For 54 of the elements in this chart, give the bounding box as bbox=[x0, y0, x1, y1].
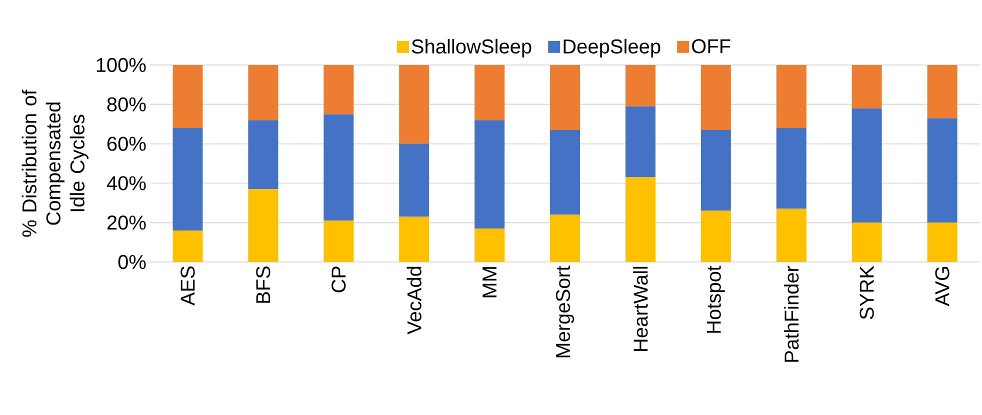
y-tick-label: 100% bbox=[96, 58, 146, 72]
bar bbox=[550, 65, 580, 130]
bar bbox=[399, 144, 430, 217]
bar bbox=[700, 130, 731, 211]
x-tick-label: AES bbox=[180, 266, 195, 306]
bar bbox=[625, 177, 656, 262]
bar bbox=[550, 214, 580, 262]
y-tick-label: 20% bbox=[107, 216, 146, 230]
bar bbox=[776, 128, 806, 209]
bar bbox=[927, 65, 958, 118]
bar bbox=[399, 65, 430, 144]
x-tick-label: MM bbox=[482, 267, 496, 298]
bar bbox=[700, 210, 731, 262]
bar bbox=[172, 230, 203, 262]
y-tick-label: 60% bbox=[107, 136, 146, 151]
y-tick-label: 0% bbox=[118, 254, 146, 270]
x-tick-label: MergeSort bbox=[556, 266, 574, 358]
y-tick-label: 80% bbox=[107, 97, 146, 112]
bar bbox=[474, 65, 505, 120]
y-axis-title: % Distribution of Compensated Idle Cycles bbox=[22, 90, 88, 237]
bar bbox=[927, 118, 958, 223]
x-tick-label: AVG bbox=[935, 267, 950, 306]
bar bbox=[474, 228, 505, 262]
bar bbox=[625, 106, 656, 178]
y-tick-label: 40% bbox=[106, 176, 146, 190]
bar bbox=[776, 208, 806, 262]
bar bbox=[852, 222, 882, 262]
bar bbox=[852, 65, 882, 108]
bar bbox=[550, 130, 580, 215]
bar bbox=[248, 65, 278, 120]
bar bbox=[172, 65, 203, 128]
x-tick-label: Hotspot bbox=[706, 266, 725, 333]
bar bbox=[776, 65, 806, 128]
x-tick-label: HeartWall bbox=[633, 266, 648, 351]
x-tick-label: BFS bbox=[256, 266, 270, 303]
x-tick-label: SYRK bbox=[860, 266, 874, 320]
bar bbox=[172, 128, 203, 230]
legend-label: OFF bbox=[692, 39, 730, 54]
x-tick-label: CP bbox=[332, 266, 346, 292]
bar bbox=[248, 120, 278, 190]
bar bbox=[324, 65, 354, 114]
bar bbox=[324, 114, 354, 221]
bar bbox=[852, 108, 882, 223]
x-tick-label: VecAdd bbox=[406, 266, 422, 334]
bar bbox=[700, 65, 731, 130]
bar bbox=[399, 216, 430, 262]
bar bbox=[324, 220, 354, 262]
bar bbox=[474, 120, 505, 229]
bar bbox=[927, 222, 958, 262]
bar bbox=[248, 189, 278, 262]
bar bbox=[625, 65, 656, 106]
legend-label: ShallowSleep bbox=[412, 38, 532, 58]
legend-label: DeepSleep bbox=[564, 38, 660, 58]
x-tick-label: PathFinder bbox=[784, 266, 799, 362]
